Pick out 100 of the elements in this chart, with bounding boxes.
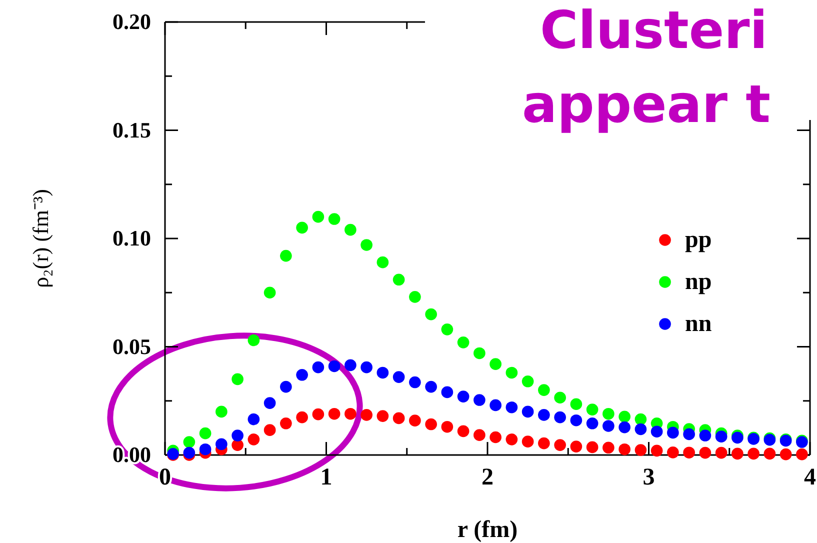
point (264, 397, 276, 409)
point (199, 443, 212, 456)
point (570, 414, 582, 426)
point (554, 411, 566, 424)
point (490, 399, 502, 412)
point (732, 448, 744, 460)
point (232, 430, 244, 442)
point (360, 239, 372, 251)
point (522, 375, 534, 388)
point (264, 286, 276, 299)
point (554, 392, 566, 404)
point (441, 386, 454, 398)
point (248, 334, 260, 346)
point (344, 224, 356, 236)
point (280, 250, 292, 262)
annotation: Clusteri (540, 1, 768, 61)
point (248, 434, 260, 446)
point (586, 441, 598, 454)
legend-label: nn (685, 311, 712, 337)
point (441, 324, 454, 336)
point (392, 371, 405, 383)
point (280, 417, 292, 430)
point (667, 446, 679, 458)
x-tick-label: 1 (320, 464, 332, 490)
point (328, 213, 340, 225)
point (618, 443, 630, 456)
point (650, 444, 663, 457)
y-tick-label: 0.05 (112, 334, 151, 359)
point (425, 418, 437, 430)
point (392, 412, 405, 424)
point (360, 409, 372, 421)
point (490, 358, 502, 370)
point (280, 380, 292, 393)
point (683, 428, 695, 440)
point (376, 256, 389, 268)
point (699, 430, 712, 442)
point (732, 432, 744, 444)
point (344, 408, 356, 420)
point (474, 347, 486, 360)
point (264, 424, 276, 436)
point (425, 380, 437, 393)
point (232, 373, 244, 386)
point (216, 438, 228, 450)
point (634, 423, 647, 436)
y-tick-label: 0.20 (112, 9, 151, 34)
point (538, 437, 550, 450)
point (216, 406, 228, 418)
point (183, 436, 196, 448)
point (570, 398, 582, 410)
point (538, 409, 550, 421)
point (457, 336, 470, 348)
point (474, 394, 486, 406)
x-axis-title: r (fm) (457, 517, 518, 543)
legend-label: np (685, 269, 712, 295)
x-tick-label: 3 (642, 464, 655, 490)
point (602, 408, 614, 420)
point (570, 440, 582, 452)
point (376, 410, 389, 422)
point (409, 291, 421, 303)
point (457, 425, 470, 438)
point (344, 359, 356, 372)
point (409, 414, 421, 426)
point (634, 413, 647, 426)
point (328, 408, 340, 420)
point (602, 420, 614, 432)
point (586, 404, 598, 416)
point (312, 361, 324, 374)
legend-label: pp (685, 227, 712, 253)
point (441, 420, 454, 433)
point (183, 446, 196, 459)
point (376, 366, 389, 379)
point (715, 430, 728, 443)
point (328, 360, 340, 372)
point (602, 442, 614, 454)
point (199, 427, 212, 440)
point (490, 431, 502, 444)
point (522, 436, 534, 448)
point (296, 411, 308, 424)
point (715, 446, 728, 459)
x-tick-label: 2 (482, 464, 494, 490)
point (618, 421, 630, 434)
y-axis-title: ρ₂(r) (fm⁻³) (28, 189, 53, 288)
point (506, 366, 518, 379)
y-tick-label: 0.10 (112, 226, 151, 251)
point (683, 446, 695, 459)
point (764, 448, 776, 460)
point (296, 222, 308, 234)
point (586, 417, 598, 430)
point (506, 401, 518, 414)
point (538, 384, 550, 396)
point (522, 406, 534, 418)
point (409, 376, 421, 388)
point (506, 434, 518, 446)
point (312, 408, 324, 420)
point (312, 210, 324, 223)
point (650, 426, 663, 438)
point (634, 444, 647, 456)
point (699, 446, 712, 459)
point (667, 426, 679, 439)
point (425, 308, 437, 320)
